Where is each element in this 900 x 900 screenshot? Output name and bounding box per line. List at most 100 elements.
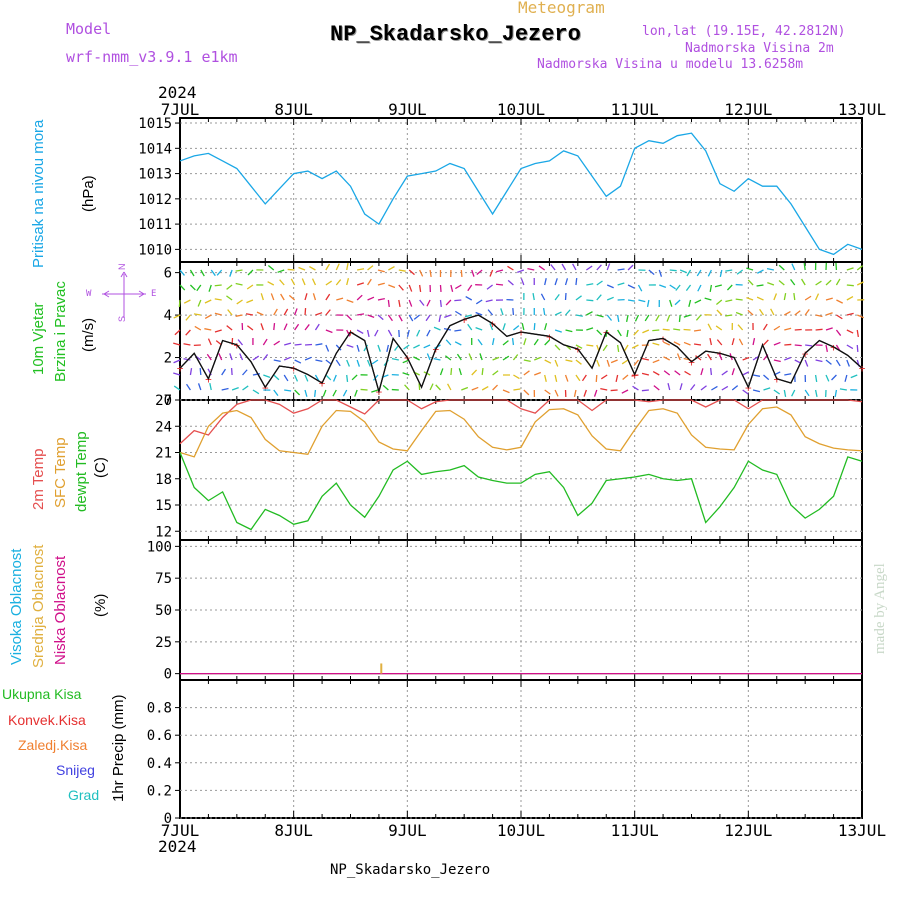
wind-arrow xyxy=(402,359,410,364)
y-tick-label: 2 xyxy=(164,351,172,367)
altitude-text: Nadmorska Visina 2m xyxy=(685,41,834,56)
wind-arrow xyxy=(736,269,744,275)
y-tick-label: 18 xyxy=(155,472,172,488)
wind-arrow xyxy=(458,368,462,376)
wind-arrow xyxy=(669,299,673,307)
wind-arrow xyxy=(454,284,462,290)
wind-arrow xyxy=(311,278,317,286)
wind-arrow xyxy=(534,356,541,361)
wind-arrow xyxy=(784,327,792,331)
wind-arrow xyxy=(697,284,702,292)
wind-gust-marker: + xyxy=(290,362,297,375)
wind-arrow xyxy=(783,293,787,301)
wind-arrow xyxy=(314,323,320,331)
wind-arrow xyxy=(652,359,660,364)
y-tick-label: 1010 xyxy=(138,242,172,258)
wind-gust-marker: + xyxy=(603,326,610,339)
wind-arrow xyxy=(325,293,331,301)
wind-arrow xyxy=(686,269,692,277)
wind-arrow xyxy=(443,328,452,331)
panel-frame-wind xyxy=(179,261,863,401)
wind-arrow xyxy=(804,359,809,367)
wind-arrow xyxy=(794,344,802,347)
wind-arrow xyxy=(304,356,312,361)
wind-arrow xyxy=(387,314,393,322)
wind-arrow xyxy=(721,370,728,376)
wind-arrow xyxy=(173,359,181,364)
wind-arrow xyxy=(666,314,671,322)
wind-arrow xyxy=(454,341,462,346)
wind-gust-marker: + xyxy=(489,318,496,331)
wind-arrow xyxy=(231,386,239,391)
wind-arrow xyxy=(294,389,301,396)
wind-arrow xyxy=(475,311,483,316)
wind-arrow xyxy=(419,284,422,293)
wind-arrow xyxy=(502,340,509,346)
wind-arrow xyxy=(846,329,854,334)
watermark: made by Angel xyxy=(872,563,888,654)
wind-arrow xyxy=(377,314,384,321)
wind-arrow xyxy=(695,355,702,361)
wind-arrow xyxy=(197,299,202,307)
wind-arrow xyxy=(335,263,340,271)
wind-arrow xyxy=(773,359,781,363)
wind-arrow xyxy=(707,353,712,361)
wind-arrow xyxy=(544,339,551,346)
wind-gust-marker: + xyxy=(546,330,553,343)
wind-arrow xyxy=(429,269,432,278)
wind-arrow xyxy=(846,312,854,316)
wind-arrow xyxy=(189,284,196,291)
wind-arrow xyxy=(481,367,484,376)
y-tick-label: 100 xyxy=(147,539,172,555)
wind-arrow xyxy=(835,359,841,367)
wind-arrow xyxy=(532,292,535,301)
wind-arrow xyxy=(284,342,292,346)
wind-arrow xyxy=(565,309,571,316)
wind-arrow xyxy=(778,279,785,286)
wind-arrow xyxy=(707,323,712,331)
wind-arrow xyxy=(445,299,452,306)
wind-arrow xyxy=(716,309,723,316)
wind-arrow xyxy=(700,385,707,391)
wind-compass-icon xyxy=(102,271,146,318)
wind-arrow xyxy=(301,278,306,286)
wind-arrow xyxy=(214,329,222,333)
wind-arrow xyxy=(593,389,598,397)
wind-arrow xyxy=(183,299,191,304)
wind-arrow xyxy=(206,353,212,361)
wind-arrow xyxy=(210,269,216,277)
wind-arrow xyxy=(737,324,744,331)
wind-arrow xyxy=(742,371,750,376)
wind-arrow xyxy=(517,269,525,273)
wind-arrow xyxy=(366,329,370,337)
wind-arrow xyxy=(554,344,561,351)
wind-arrow xyxy=(631,374,639,377)
wind-arrow xyxy=(226,325,233,331)
cloud-unit: (%) xyxy=(92,593,109,617)
y-tick-label: 0 xyxy=(164,667,172,683)
panel-frame-temperature xyxy=(179,399,863,541)
wind-arrow xyxy=(513,325,520,331)
y-tick-label: 75 xyxy=(155,571,172,587)
wind-arrow xyxy=(408,269,415,276)
wind-arrow xyxy=(377,282,385,286)
wind-arrow xyxy=(773,325,781,331)
wind-arrow xyxy=(216,269,223,276)
wind-arrow xyxy=(825,327,833,331)
wind-arrow xyxy=(247,269,254,276)
wind-arrow xyxy=(288,294,296,301)
wind-arrow xyxy=(784,356,792,361)
wind-arrow xyxy=(502,355,510,361)
wind-arrow xyxy=(325,329,333,334)
wind-label-1: 10m Vjetar xyxy=(30,302,47,375)
wind-arrow xyxy=(325,344,330,352)
wind-arrow xyxy=(357,268,365,271)
wind-gust-marker: + xyxy=(319,377,326,390)
wind-gust-marker: + xyxy=(717,347,724,360)
wind-arrow xyxy=(513,374,520,380)
x-tick-label-top: 7JUL xyxy=(161,100,200,119)
wind-arrow xyxy=(773,293,778,301)
wind-arrow xyxy=(450,284,454,292)
wind-arrow xyxy=(763,374,770,381)
wind-arrow xyxy=(229,353,233,361)
